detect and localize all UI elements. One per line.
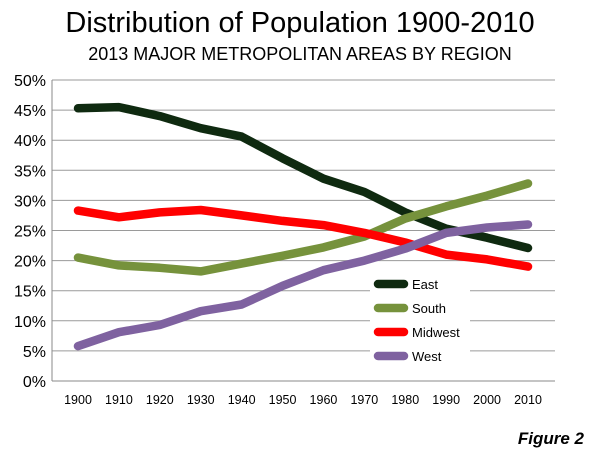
x-tick-label: 1960: [310, 393, 338, 407]
chart-subtitle: 2013 MAJOR METROPOLITAN AREAS BY REGION: [88, 44, 511, 64]
x-tick-label: 1920: [146, 393, 174, 407]
y-tick-label: 10%: [14, 314, 46, 331]
y-axis-ticks: 0% 5% 10% 15% 20% 25% 30% 35% 40% 45% 50%: [14, 73, 46, 391]
x-tick-label: 1940: [228, 393, 256, 407]
legend: East South Midwest West: [370, 268, 470, 370]
x-axis-ticks: 1900 1910 1920 1930 1940 1950 1960 1970 1980 1990…: [64, 393, 542, 407]
x-tick-label: 1900: [64, 393, 92, 407]
y-tick-label: 15%: [14, 284, 46, 301]
y-tick-label: 0%: [23, 374, 46, 391]
x-tick-label: 1990: [432, 393, 460, 407]
y-tick-label: 45%: [14, 103, 46, 120]
y-tick-label: 30%: [14, 193, 46, 210]
legend-label-west: West: [412, 349, 442, 364]
y-tick-label: 50%: [14, 73, 46, 90]
figure-caption: Figure 2: [518, 429, 585, 448]
x-tick-label: 1910: [105, 393, 133, 407]
x-tick-label: 2010: [514, 393, 542, 407]
legend-label-east: East: [412, 277, 438, 292]
y-tick-label: 25%: [14, 224, 46, 241]
series-lines: [73, 102, 533, 351]
series-line-south: [73, 179, 533, 276]
y-tick-label: 5%: [23, 344, 46, 361]
gridlines: [52, 79, 555, 352]
y-tick-label: 40%: [14, 133, 46, 150]
x-tick-label: 1950: [269, 393, 297, 407]
axes: [51, 80, 555, 382]
series-line-midwest: [73, 205, 533, 271]
legend-label-midwest: Midwest: [412, 325, 460, 340]
x-tick-label: 1980: [391, 393, 419, 407]
x-tick-label: 1930: [187, 393, 215, 407]
series-line-west: [73, 220, 533, 351]
y-tick-label: 20%: [14, 254, 46, 271]
x-tick-label: 1970: [350, 393, 378, 407]
legend-label-south: South: [412, 301, 446, 316]
x-tick-label: 2000: [473, 393, 501, 407]
chart-title: Distribution of Population 1900-2010: [65, 7, 534, 39]
y-tick-label: 35%: [14, 163, 46, 180]
